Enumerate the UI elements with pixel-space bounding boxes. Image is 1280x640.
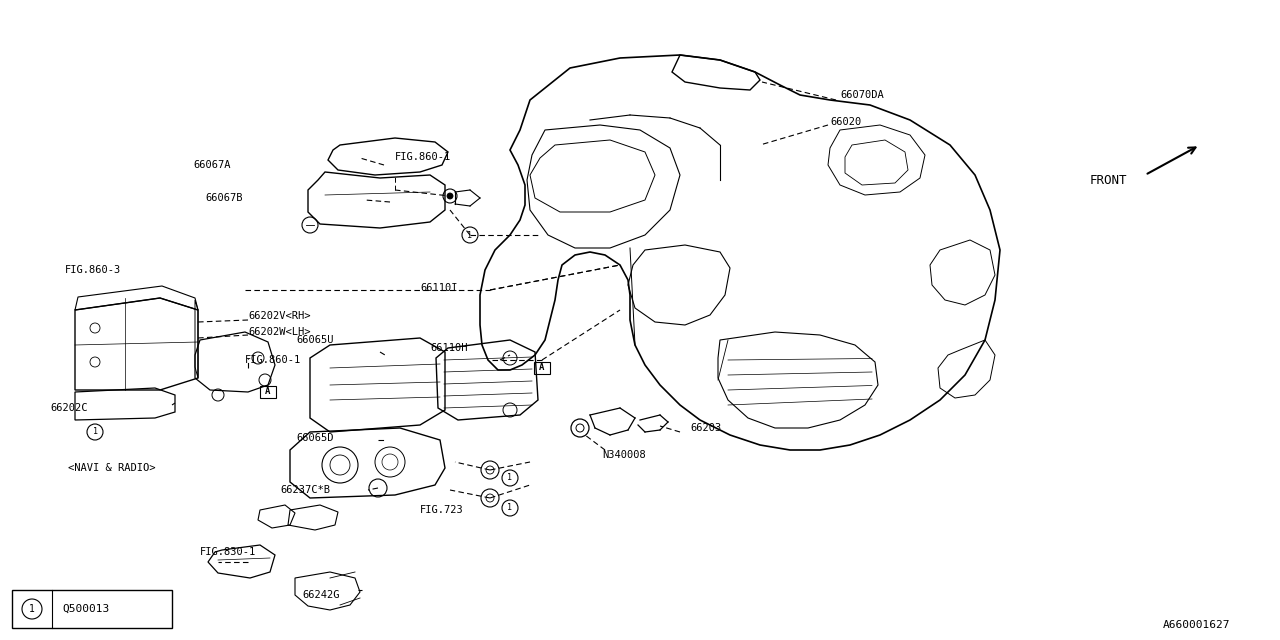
- Text: N340008: N340008: [602, 450, 645, 460]
- Text: 1: 1: [467, 230, 472, 239]
- Text: FRONT: FRONT: [1091, 173, 1128, 186]
- Text: 66070DA: 66070DA: [840, 90, 883, 100]
- Text: 66065U: 66065U: [296, 335, 334, 345]
- Text: A: A: [539, 364, 545, 372]
- Text: 1: 1: [507, 474, 512, 483]
- Text: FIG.723: FIG.723: [420, 505, 463, 515]
- Text: 66202C: 66202C: [50, 403, 87, 413]
- Text: 66203: 66203: [690, 423, 721, 433]
- Text: 1: 1: [507, 504, 512, 513]
- Text: 66202V<RH>: 66202V<RH>: [248, 311, 311, 321]
- Circle shape: [447, 193, 453, 199]
- Text: 1: 1: [29, 604, 35, 614]
- Text: 66110H: 66110H: [430, 343, 467, 353]
- Text: FIG.860-1: FIG.860-1: [244, 355, 301, 365]
- Text: A660001627: A660001627: [1162, 620, 1230, 630]
- Text: 66020: 66020: [829, 117, 861, 127]
- Text: A: A: [265, 387, 270, 397]
- Text: FIG.860-1: FIG.860-1: [396, 152, 452, 162]
- Text: 66242G: 66242G: [302, 590, 339, 600]
- Text: 66110I: 66110I: [420, 283, 457, 293]
- Text: 66067A: 66067A: [193, 160, 230, 170]
- Text: FIG.830-1: FIG.830-1: [200, 547, 256, 557]
- Text: 66202W<LH>: 66202W<LH>: [248, 327, 311, 337]
- Text: 66237C*B: 66237C*B: [280, 485, 330, 495]
- Text: 66067B: 66067B: [205, 193, 242, 203]
- Text: <NAVI & RADIO>: <NAVI & RADIO>: [68, 463, 155, 473]
- Text: Q500013: Q500013: [61, 604, 109, 614]
- Text: FIG.860-3: FIG.860-3: [65, 265, 122, 275]
- Text: 1: 1: [92, 428, 97, 436]
- Text: 66065D: 66065D: [296, 433, 334, 443]
